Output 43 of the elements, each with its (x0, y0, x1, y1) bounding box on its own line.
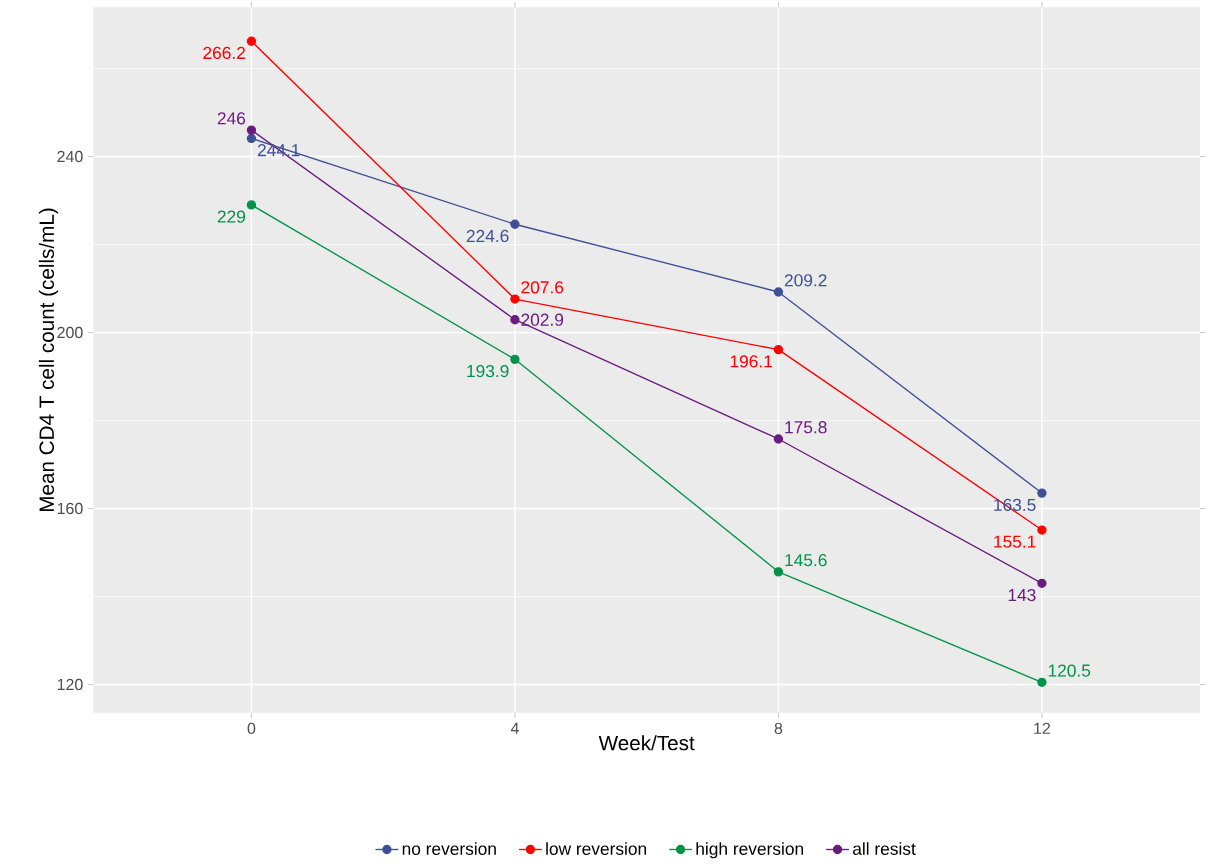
data-label: 224.6 (466, 230, 509, 243)
data-label: 196.1 (730, 355, 772, 368)
legend-label: all resist (852, 842, 916, 856)
point (773, 434, 784, 444)
x-tick-label: 12 (1034, 722, 1050, 735)
x-axis-title: Week/Test (598, 735, 695, 751)
y-tick-label: 160 (57, 503, 83, 515)
point (246, 133, 257, 144)
point (246, 200, 257, 210)
point (773, 345, 784, 355)
y-tick-label: 240 (57, 151, 83, 163)
data-label: 266.2 (203, 46, 245, 60)
data-label: 193.9 (467, 365, 509, 378)
point (246, 36, 257, 47)
point (1037, 488, 1047, 498)
y-tick-label: 120 (57, 679, 83, 691)
point (510, 354, 520, 365)
data-label: 145.6 (785, 554, 827, 567)
point (1037, 578, 1047, 589)
point (1037, 677, 1047, 688)
data-label: 209.2 (784, 274, 827, 287)
data-label: 207.6 (521, 281, 564, 294)
data-label: 175.8 (785, 421, 827, 434)
data-label: 246 (217, 112, 246, 125)
data-label: 155.1 (994, 535, 1036, 548)
data-label: 202.9 (521, 313, 564, 327)
x-tick-label: 0 (247, 722, 256, 735)
point (510, 315, 520, 325)
data-label: 143 (1008, 589, 1036, 602)
legend-label: high reversion (696, 842, 803, 859)
x-tick-label: 4 (510, 722, 519, 734)
data-label: 120.5 (1048, 664, 1091, 677)
legend-label: no reversion (402, 842, 496, 856)
x-tick-label: 8 (774, 722, 783, 735)
point (246, 125, 257, 135)
point (510, 219, 520, 230)
point (510, 294, 520, 304)
point (773, 287, 784, 297)
legend-label: low reversion (546, 842, 647, 856)
data-label: 229 (217, 210, 246, 223)
y-tick-label: 200 (57, 327, 83, 339)
point (773, 567, 784, 577)
point (1037, 525, 1047, 535)
